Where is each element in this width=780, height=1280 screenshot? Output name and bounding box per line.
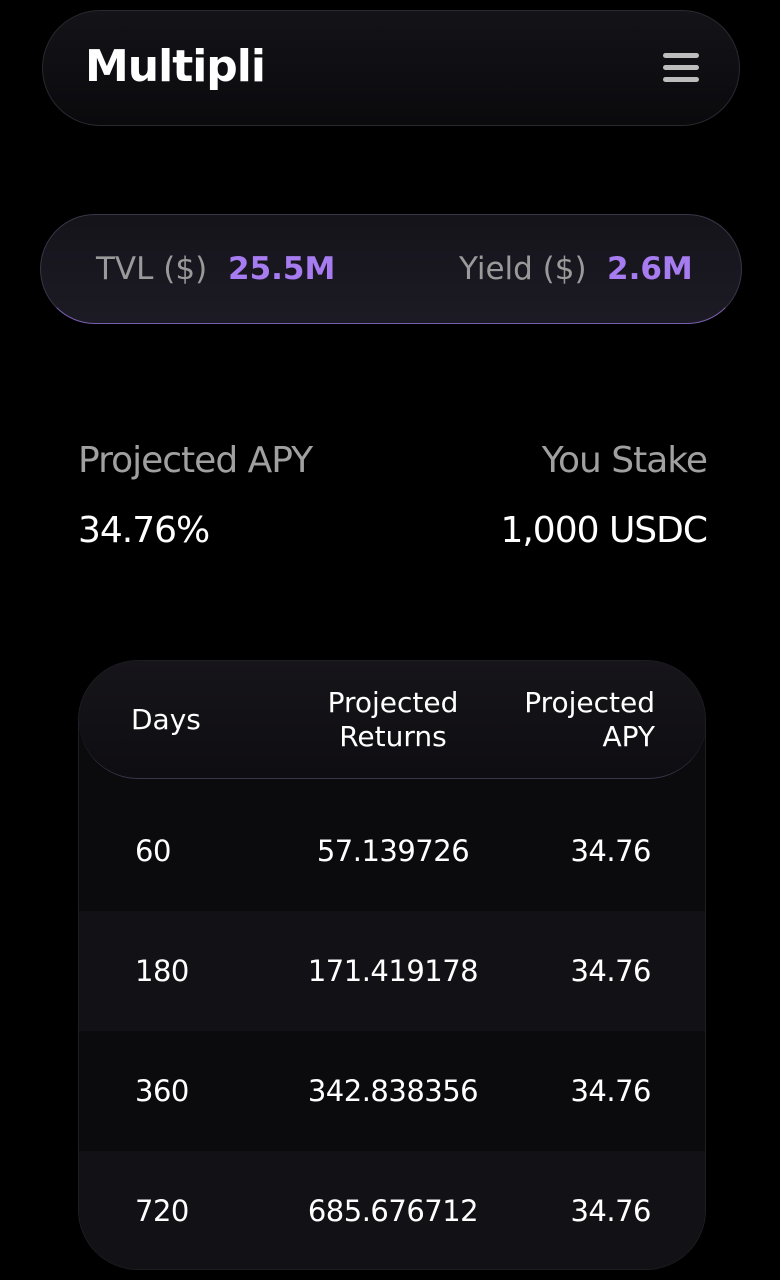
days-cell: 720 <box>135 1194 189 1228</box>
stake-value: 1,000 USDC <box>500 510 708 551</box>
apy-label: Projected APY <box>78 440 313 481</box>
apy-cell: 34.76 <box>570 954 651 988</box>
table-row: 60 57.139726 34.76 <box>79 791 705 911</box>
logo[interactable]: Multipli <box>85 41 266 92</box>
table-header: Days Projected Returns Projected APY <box>79 661 705 779</box>
apy-cell: 34.76 <box>570 1074 651 1108</box>
table-row: 360 342.838356 34.76 <box>79 1031 705 1151</box>
returns-table: 60 57.139726 34.76 180 171.419178 34.76 360 342… <box>78 660 706 1270</box>
days-cell: 180 <box>135 954 189 988</box>
apy-cell: 34.76 <box>570 834 651 868</box>
stat-label: TVL ($) <box>96 251 208 287</box>
table-row: 180 171.419178 34.76 <box>79 911 705 1031</box>
days-cell: 60 <box>135 834 171 868</box>
column-header: Projected Returns <box>327 686 459 753</box>
returns-cell: 57.139726 <box>316 834 470 868</box>
stat-label: Yield ($) <box>459 251 587 287</box>
column-header: Days <box>131 703 201 736</box>
returns-cell: 171.419178 <box>307 954 479 988</box>
returns-cell: 685.676712 <box>307 1194 479 1228</box>
days-cell: 360 <box>135 1074 189 1108</box>
menu-button[interactable] <box>663 53 699 89</box>
stat-value: 25.5M <box>228 251 336 287</box>
stats-bar: TVL ($) 25.5M Yield ($) 2.6M <box>40 214 742 324</box>
stat-value: 2.6M <box>607 251 693 287</box>
header: Multipli <box>42 10 740 126</box>
returns-cell: 342.838356 <box>307 1074 479 1108</box>
column-header: Projected APY <box>524 686 655 753</box>
table-row: 720 685.676712 34.76 <box>79 1151 705 1269</box>
apy-cell: 34.76 <box>570 1194 651 1228</box>
stake-label: You Stake <box>541 440 708 481</box>
apy-value: 34.76% <box>78 510 210 551</box>
